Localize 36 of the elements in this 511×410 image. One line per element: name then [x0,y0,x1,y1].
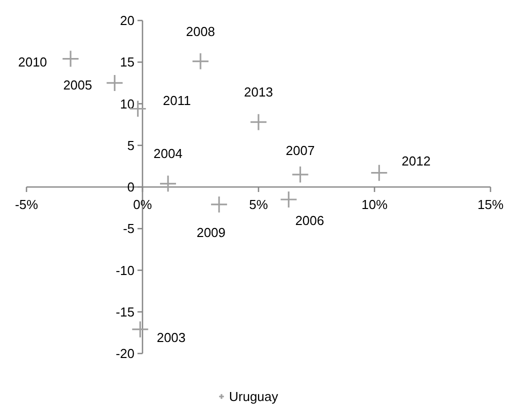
y-tick-label: -10 [116,262,135,278]
y-tick-label: -20 [116,346,135,361]
annotation: 2006 [295,212,324,228]
x-tick-label: -5% [14,197,38,212]
legend-label: Uruguay [229,388,278,404]
annotation: 2012 [402,153,431,168]
y-tick-label: 10 [120,96,135,112]
point [192,52,210,70]
point [370,164,388,182]
point [210,196,228,214]
point [159,174,177,192]
y-tick-label: -15 [116,304,135,320]
annotation: 2008 [186,24,215,39]
y-tick-label: 5 [127,138,135,153]
annotation: 2010 [18,54,48,70]
annotation: 2011 [162,93,191,108]
x-tick-label: 0% [133,197,152,212]
x-tick-label: 10% [361,197,388,212]
annotation: 2013 [244,84,273,100]
y-tick-label: 20 [120,13,135,28]
annotation: 2003 [156,330,186,345]
point [62,50,80,68]
y-tick-label: -5 [122,221,135,236]
annotation: 2005 [63,77,92,92]
annotation: 2004 [154,146,182,162]
y-tick-label: 0 [127,180,135,194]
point [291,166,310,184]
annotation: 2009 [196,224,226,240]
point [106,74,124,92]
x-tick-label: 5% [249,197,268,212]
x-tick-label: 15% [477,197,504,212]
point [131,320,149,338]
point [280,190,298,208]
annotation: 2007 [286,143,315,158]
y-tick-label: 15 [120,54,135,70]
point [250,113,268,131]
